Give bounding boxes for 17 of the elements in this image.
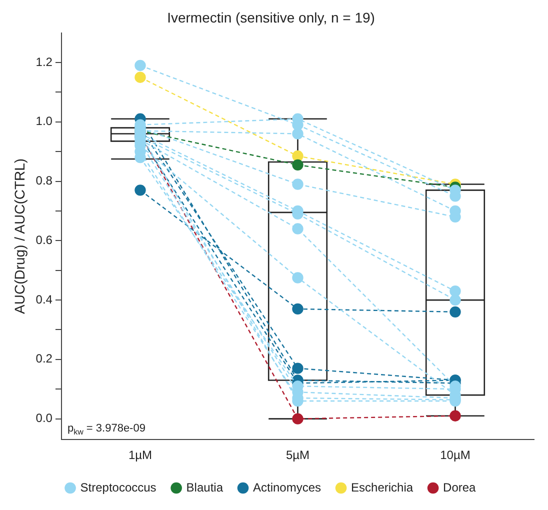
y-tick-label: 1.0	[36, 114, 53, 128]
legend-label: Escherichia	[351, 480, 414, 494]
y-axis-title: AUC(Drug) / AUC(CTRL)	[11, 158, 28, 314]
legend-label: Streptococcus	[80, 480, 156, 494]
y-tick-label: 0.8	[36, 174, 53, 188]
legend-label: Actinomyces	[253, 480, 322, 494]
x-tick-label: 5µM	[286, 448, 310, 462]
y-tick-label: 0.4	[36, 292, 53, 306]
x-tick-label: 10µM	[440, 448, 470, 462]
y-tick-label: 0.6	[36, 232, 53, 247]
legend-label: Blautia	[186, 480, 224, 494]
legend-label: Dorea	[443, 480, 476, 494]
y-tick-label: 1.2	[36, 54, 53, 69]
chart-title: Ivermectin (sensitive only, n = 19)	[167, 9, 375, 26]
x-tick-label: 1µM	[128, 448, 152, 462]
y-tick-label: 0.0	[36, 411, 53, 426]
y-tick-label: 0.2	[36, 352, 53, 366]
